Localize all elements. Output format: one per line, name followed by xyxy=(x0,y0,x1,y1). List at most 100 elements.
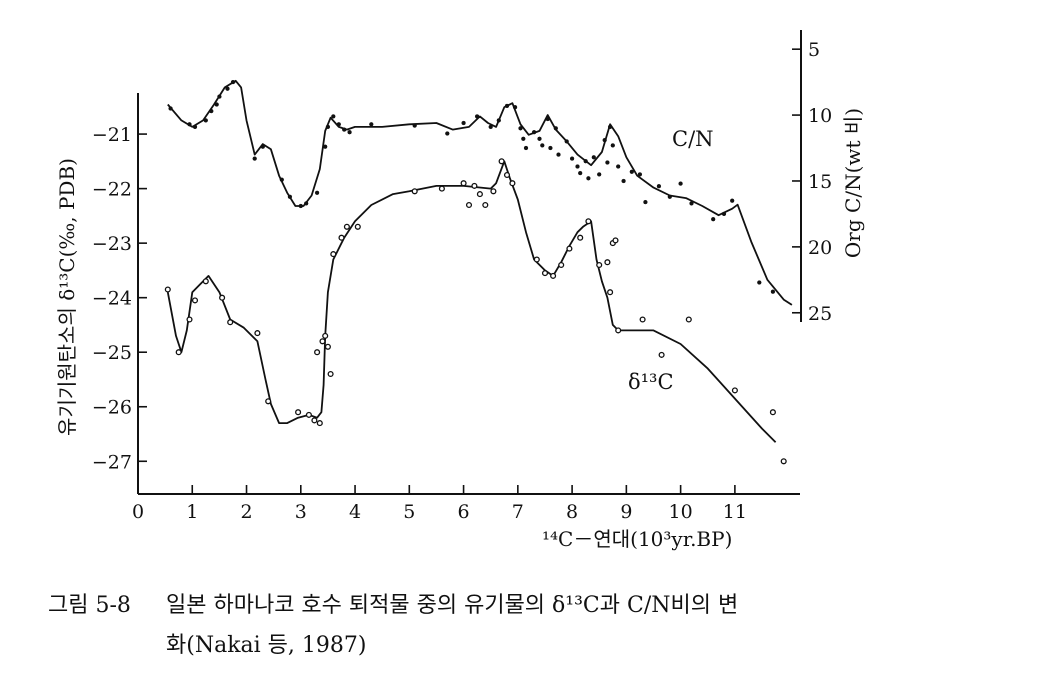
caption-line-2: 화(Nakai 등, 1987) xyxy=(166,633,367,658)
cn-point xyxy=(217,94,222,99)
y-left-tick-label: −21 xyxy=(92,124,132,146)
cn-point xyxy=(336,122,341,127)
cn-point xyxy=(214,102,219,107)
d13c-point xyxy=(558,261,565,269)
cn-point xyxy=(531,130,537,135)
y-left-tick-label: −26 xyxy=(92,397,132,419)
cn-point xyxy=(314,190,320,195)
series-d13c xyxy=(164,158,787,465)
d13c-point xyxy=(498,158,505,165)
cn-point xyxy=(770,289,776,294)
y-left-tick-label: −23 xyxy=(92,233,132,255)
cn-point xyxy=(564,139,569,144)
cn-point xyxy=(252,156,257,161)
y-left-tick-label: −22 xyxy=(92,179,132,201)
d13c-point xyxy=(615,327,622,334)
cn-point xyxy=(521,136,526,141)
y-right-tick-label: 15 xyxy=(808,171,832,193)
cn-point xyxy=(369,122,374,127)
d13c-point xyxy=(164,286,171,293)
x-tick-label: 6 xyxy=(458,501,470,523)
cn-point xyxy=(556,152,561,157)
cn-point xyxy=(168,106,173,111)
d13c-point xyxy=(604,259,611,266)
d13c-point xyxy=(327,370,334,378)
d13c-point xyxy=(769,409,776,416)
d13c-point xyxy=(639,316,646,323)
cn-point xyxy=(656,184,662,189)
y-right-tick-label: 20 xyxy=(808,237,832,259)
d13c-point xyxy=(319,338,326,345)
cn-point xyxy=(575,164,580,169)
cn-point xyxy=(279,177,284,182)
cn-point xyxy=(523,145,529,151)
cn-point xyxy=(629,169,634,174)
caption-line-1: 일본 하마나코 호수 퇴적물 중의 유기물의 δ¹³C과 C/N비의 변 xyxy=(166,593,739,618)
series-cn xyxy=(167,79,793,306)
cn-point xyxy=(689,201,694,206)
cn-point xyxy=(298,203,303,209)
d13c-point xyxy=(476,191,483,198)
d13c-point xyxy=(509,180,516,187)
cn-point xyxy=(597,172,602,177)
d13c-point xyxy=(471,182,478,189)
d13c-point xyxy=(533,256,540,263)
cn-point xyxy=(586,176,591,181)
cn-point xyxy=(711,217,716,222)
cn-point xyxy=(667,194,672,199)
d13c-point xyxy=(316,420,323,427)
cn-point xyxy=(610,143,615,148)
cn-point xyxy=(583,159,588,164)
x-tick-label: 8 xyxy=(566,501,578,523)
d13c-point xyxy=(585,218,592,225)
cn-point xyxy=(643,199,648,205)
cn-point xyxy=(412,123,417,128)
cn-point xyxy=(730,198,735,203)
d13c-point xyxy=(465,201,473,209)
cn-point xyxy=(553,126,558,131)
cn-point xyxy=(230,79,236,85)
d13c-point xyxy=(324,343,331,350)
y-right-tick-label: 10 xyxy=(808,105,832,127)
cn-point xyxy=(602,137,607,143)
d13c-point xyxy=(780,458,787,465)
cn-point xyxy=(578,170,583,176)
d13c-point xyxy=(186,316,193,323)
series-label-cn: C/N xyxy=(672,127,714,151)
d13c-point xyxy=(295,409,302,416)
cn-point xyxy=(621,178,626,184)
cn-point xyxy=(209,108,214,114)
cn-point xyxy=(474,114,480,119)
d13c-point xyxy=(330,251,337,258)
y-left-tick-label: −24 xyxy=(92,288,132,310)
cn-point xyxy=(325,124,331,130)
cn-point xyxy=(591,155,596,160)
d13c-point xyxy=(338,234,345,241)
cn-point xyxy=(496,118,501,123)
cn-point xyxy=(225,86,230,91)
d13c-point xyxy=(685,316,692,323)
y-left-tick-label: −25 xyxy=(92,342,132,364)
cn-point xyxy=(540,143,545,148)
cn-point xyxy=(637,172,643,177)
d13c-point xyxy=(658,351,665,358)
series-label-d13c: δ¹³C xyxy=(628,370,674,394)
cn-point xyxy=(260,144,265,149)
x-tick-label: 2 xyxy=(240,501,252,523)
d13c-point xyxy=(731,387,738,394)
d13c-point xyxy=(612,237,619,244)
cn-point xyxy=(678,181,683,186)
x-tick-label: 10 xyxy=(669,501,693,523)
cn-point xyxy=(504,103,510,109)
y-right-tick-label: 25 xyxy=(808,303,832,325)
d13c-point xyxy=(191,297,199,304)
cn-point xyxy=(512,105,518,110)
d13c-line xyxy=(166,160,777,443)
cn-point xyxy=(605,160,610,165)
d13c-point xyxy=(438,185,445,192)
d13c-point xyxy=(265,398,272,405)
cn-point xyxy=(347,130,352,135)
cn-point xyxy=(331,114,336,119)
y-left-tick-label: −27 xyxy=(92,451,132,473)
x-tick-label: 4 xyxy=(349,501,361,523)
